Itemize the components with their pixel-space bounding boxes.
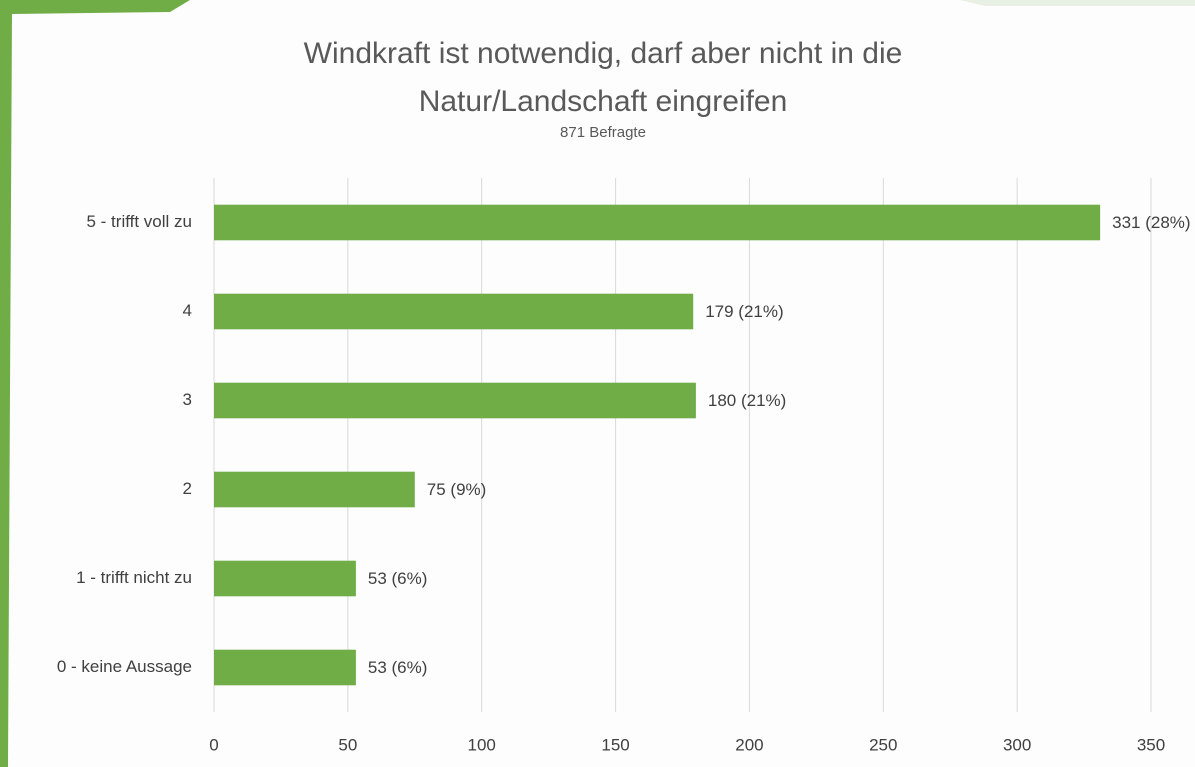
data-label: 53 (6%) xyxy=(368,569,428,588)
y-tick-label: 2 xyxy=(183,479,192,498)
x-tick-label: 250 xyxy=(869,735,897,754)
x-tick-label: 150 xyxy=(601,735,629,754)
y-tick-label: 1 - trifft nicht zu xyxy=(76,568,192,587)
data-label: 75 (9%) xyxy=(427,480,487,499)
bar xyxy=(214,471,415,508)
data-label: 331 (28%) xyxy=(1112,213,1190,232)
frame-accent-right xyxy=(960,0,1195,6)
x-tick-label: 0 xyxy=(209,735,218,754)
x-tick-label: 100 xyxy=(468,735,496,754)
data-label: 179 (21%) xyxy=(705,302,783,321)
x-tick-label: 200 xyxy=(735,735,763,754)
bar xyxy=(214,204,1101,241)
chart-subtitle: 871 Befragte xyxy=(560,124,646,141)
x-tick-label: 300 xyxy=(1003,735,1031,754)
data-label: 180 (21%) xyxy=(708,391,786,410)
data-label: 53 (6%) xyxy=(368,658,428,677)
bar xyxy=(214,560,356,597)
x-tick-label: 50 xyxy=(338,735,357,754)
x-tick-label: 350 xyxy=(1137,735,1165,754)
bar xyxy=(214,649,356,686)
y-tick-label: 5 - trifft voll zu xyxy=(87,212,193,231)
chart-title: Windkraft ist notwendig, darf aber nicht… xyxy=(303,37,903,118)
y-tick-label: 4 xyxy=(183,301,192,320)
y-tick-label: 3 xyxy=(183,390,192,409)
y-tick-label: 0 - keine Aussage xyxy=(57,657,192,676)
bar xyxy=(214,382,696,419)
bar xyxy=(214,293,694,330)
